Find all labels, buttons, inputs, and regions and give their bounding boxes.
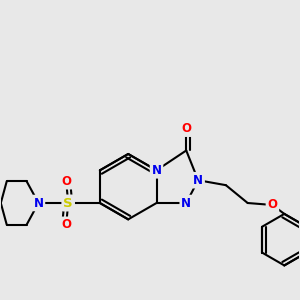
Text: O: O bbox=[61, 175, 71, 188]
Text: S: S bbox=[63, 196, 73, 209]
Text: S: S bbox=[63, 196, 73, 209]
Text: O: O bbox=[61, 218, 71, 231]
Text: O: O bbox=[61, 175, 71, 188]
Text: O: O bbox=[267, 199, 278, 212]
Text: N: N bbox=[181, 196, 191, 209]
Text: N: N bbox=[181, 196, 191, 209]
Text: O: O bbox=[181, 122, 191, 135]
Text: O: O bbox=[267, 199, 278, 212]
Text: N: N bbox=[152, 164, 161, 177]
Text: O: O bbox=[61, 218, 71, 231]
Text: N: N bbox=[152, 164, 161, 177]
Text: O: O bbox=[181, 122, 191, 135]
Text: N: N bbox=[34, 196, 44, 209]
Text: N: N bbox=[193, 174, 203, 187]
Text: N: N bbox=[193, 174, 203, 187]
Text: N: N bbox=[34, 196, 44, 209]
